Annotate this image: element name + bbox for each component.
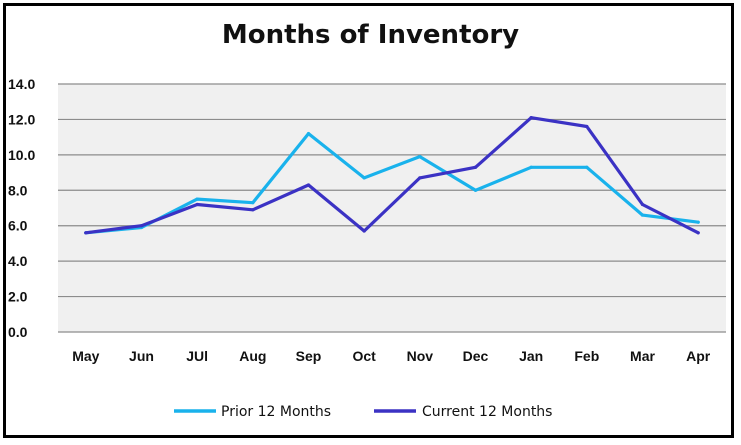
data-point [84, 231, 88, 235]
y-tick-label: 2.0 [8, 289, 28, 305]
data-point [418, 155, 422, 159]
plot-area [58, 84, 726, 332]
data-point [362, 176, 366, 180]
series-lines [84, 116, 700, 235]
x-tick-label: May [72, 348, 99, 364]
data-point [251, 208, 255, 212]
x-tick-label: Feb [574, 348, 599, 364]
data-point [362, 229, 366, 233]
data-point [473, 165, 478, 169]
x-tick-label: Jun [129, 348, 154, 364]
x-tick-label: Oct [352, 348, 376, 364]
y-tick-label: 14.0 [8, 76, 35, 92]
legend-label: Prior 12 Months [221, 404, 331, 420]
gridlines [58, 83, 726, 333]
legend: Prior 12 Months Current 12 Months [174, 404, 552, 420]
data-point [529, 116, 533, 120]
data-point [195, 197, 199, 201]
y-tick-label: 10.0 [8, 147, 35, 163]
x-tick-label: JUl [186, 348, 208, 364]
data-point [251, 201, 255, 205]
y-tick-label: 8.0 [8, 182, 28, 198]
y-tick-label: 0.0 [8, 324, 28, 340]
y-tick-label: 4.0 [8, 253, 28, 269]
x-tick-label: Mar [630, 348, 655, 364]
data-point [640, 202, 645, 207]
y-tick-label: 12.0 [8, 111, 35, 127]
data-point [585, 124, 589, 129]
data-point [306, 132, 311, 136]
data-point [696, 220, 700, 224]
data-point [418, 176, 422, 180]
data-point [139, 224, 144, 228]
x-axis-ticks: May Jun JUl Aug Sep Oct Nov Dec Jan Feb Mar Apr [72, 348, 711, 364]
y-tick-label: 6.0 [8, 218, 28, 234]
data-point [696, 231, 700, 235]
x-tick-label: Nov [407, 348, 434, 364]
x-tick-label: Apr [686, 348, 711, 364]
x-tick-label: Sep [296, 348, 322, 364]
x-tick-label: Aug [239, 348, 266, 364]
data-point [640, 213, 645, 217]
legend-label: Current 12 Months [422, 404, 552, 420]
data-point [306, 183, 311, 187]
data-point [529, 165, 533, 169]
series-line-prior-12-months [84, 132, 700, 235]
series-line-current-12-months [84, 116, 700, 235]
data-point [585, 165, 589, 169]
data-point [473, 188, 478, 192]
x-tick-label: Dec [463, 348, 489, 364]
y-axis-ticks: 0.0 2.0 4.0 6.0 8.0 10.0 12.0 14.0 [8, 76, 35, 340]
x-tick-label: Jan [519, 348, 543, 364]
chart-title: Months of Inventory [221, 20, 520, 50]
data-point [195, 202, 199, 207]
